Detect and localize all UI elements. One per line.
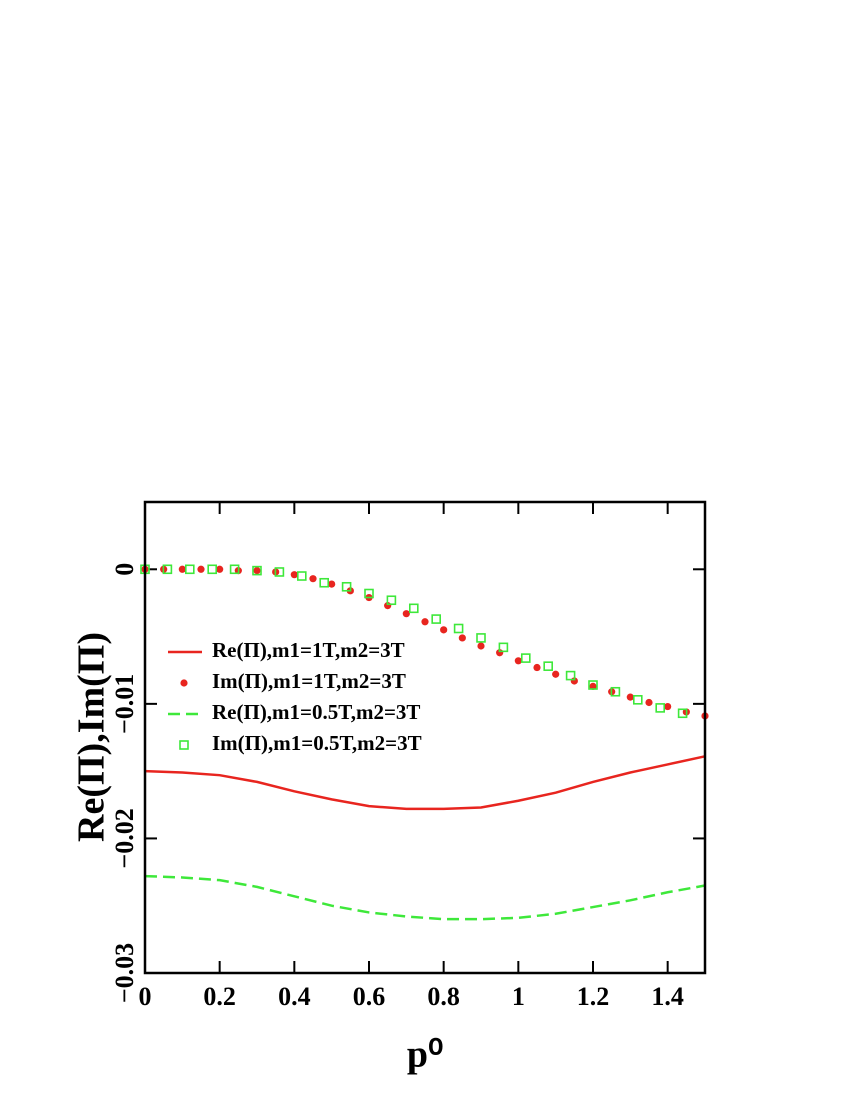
data-point: [552, 670, 560, 678]
data-point: [477, 642, 485, 650]
data-point: [632, 695, 643, 705]
data-point: [207, 564, 217, 575]
data-point: [402, 610, 410, 618]
x-tick-label: 0.2: [203, 982, 236, 1011]
data-point: [453, 623, 464, 634]
y-tick-label: −0.02: [110, 808, 139, 868]
data-point: [440, 626, 448, 634]
data-point: [229, 564, 240, 575]
legend-marker: [179, 740, 189, 750]
legend-label: Re(Π),m1=1T,m2=3T: [212, 638, 405, 662]
data-line: [144, 755, 706, 811]
data-point: [296, 571, 307, 581]
data-point: [386, 595, 397, 606]
legend-marker: [180, 679, 188, 687]
data-point: [290, 571, 298, 579]
data-point: [476, 633, 486, 643]
data-point: [328, 580, 336, 588]
data-point: [645, 698, 653, 707]
data-point: [677, 708, 688, 719]
legend-label: Re(Π),m1=0.5T,m2=3T: [212, 700, 420, 724]
data-point: [565, 670, 576, 681]
y-axis-label: Re(Π),Im(Π): [71, 632, 113, 842]
y-tick-label: −0.01: [110, 674, 139, 734]
data-point: [274, 567, 285, 577]
x-tick-label: 0.4: [278, 982, 311, 1011]
data-point: [533, 663, 541, 672]
x-axis-label: p⁰: [407, 1034, 443, 1076]
data-point: [185, 564, 195, 575]
data-point: [664, 702, 672, 711]
data-point: [408, 603, 419, 614]
data-point: [514, 657, 522, 665]
data-point: [178, 565, 186, 573]
x-tick-label: 1.4: [651, 982, 684, 1011]
data-point: [319, 577, 330, 588]
data-point: [197, 565, 205, 573]
y-tick-label: −0.03: [110, 943, 139, 1003]
data-point: [626, 693, 634, 701]
x-tick-label: 1.2: [577, 982, 610, 1011]
data-point: [498, 642, 509, 653]
plot-frame: [143, 500, 707, 975]
x-tick-label: 0.8: [427, 982, 460, 1011]
data-point: [655, 703, 666, 713]
legend-label: Im(Π),m1=1T,m2=3T: [212, 669, 406, 693]
data-point: [589, 682, 597, 690]
data-point: [364, 588, 374, 599]
data-line: [144, 874, 706, 921]
data-point: [162, 564, 173, 575]
data-point: [588, 680, 598, 690]
legend-label: Im(Π),m1=0.5T,m2=3T: [212, 731, 422, 755]
data-point: [252, 565, 262, 576]
data-point: [458, 634, 466, 642]
data-point: [543, 661, 554, 671]
data-point: [520, 653, 531, 663]
data-point: [431, 614, 442, 624]
x-tick-label: 1: [512, 982, 525, 1011]
data-point: [216, 565, 224, 573]
data-point: [341, 581, 352, 592]
x-tick-label: 0.6: [353, 982, 386, 1011]
data-point: [421, 618, 429, 626]
y-tick-label: 0: [110, 563, 139, 576]
x-tick-label: 0: [139, 982, 152, 1011]
data-point: [610, 686, 621, 697]
data-point: [253, 567, 261, 575]
data-point: [309, 575, 317, 583]
